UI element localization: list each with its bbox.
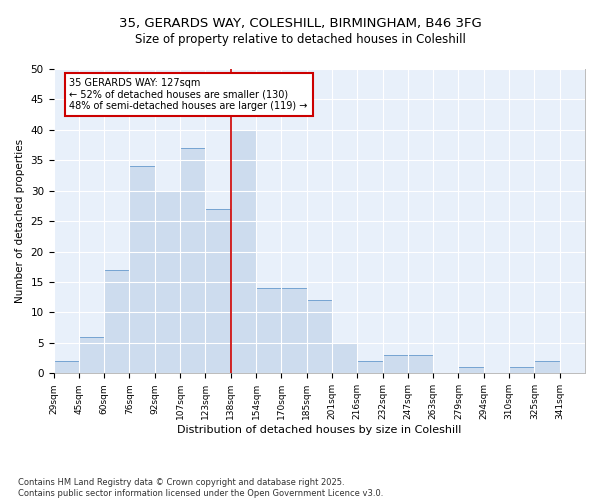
Text: 35, GERARDS WAY, COLESHILL, BIRMINGHAM, B46 3FG: 35, GERARDS WAY, COLESHILL, BIRMINGHAM, … xyxy=(119,18,481,30)
Bar xyxy=(307,300,332,374)
Bar xyxy=(130,166,155,374)
Bar xyxy=(155,190,180,374)
Bar xyxy=(180,148,205,374)
Bar xyxy=(535,361,560,374)
Y-axis label: Number of detached properties: Number of detached properties xyxy=(15,139,25,303)
Bar xyxy=(256,288,281,374)
Bar xyxy=(509,368,535,374)
Text: Contains HM Land Registry data © Crown copyright and database right 2025.
Contai: Contains HM Land Registry data © Crown c… xyxy=(18,478,383,498)
Text: 35 GERARDS WAY: 127sqm
← 52% of detached houses are smaller (130)
48% of semi-de: 35 GERARDS WAY: 127sqm ← 52% of detached… xyxy=(70,78,308,112)
X-axis label: Distribution of detached houses by size in Coleshill: Distribution of detached houses by size … xyxy=(177,425,461,435)
Bar xyxy=(230,130,256,374)
Bar xyxy=(104,270,130,374)
Bar xyxy=(383,355,408,374)
Bar xyxy=(205,209,230,374)
Bar xyxy=(332,343,357,374)
Bar xyxy=(79,337,104,374)
Text: Size of property relative to detached houses in Coleshill: Size of property relative to detached ho… xyxy=(134,32,466,46)
Bar xyxy=(357,361,383,374)
Bar xyxy=(408,355,433,374)
Bar xyxy=(281,288,307,374)
Bar xyxy=(458,368,484,374)
Bar xyxy=(53,361,79,374)
